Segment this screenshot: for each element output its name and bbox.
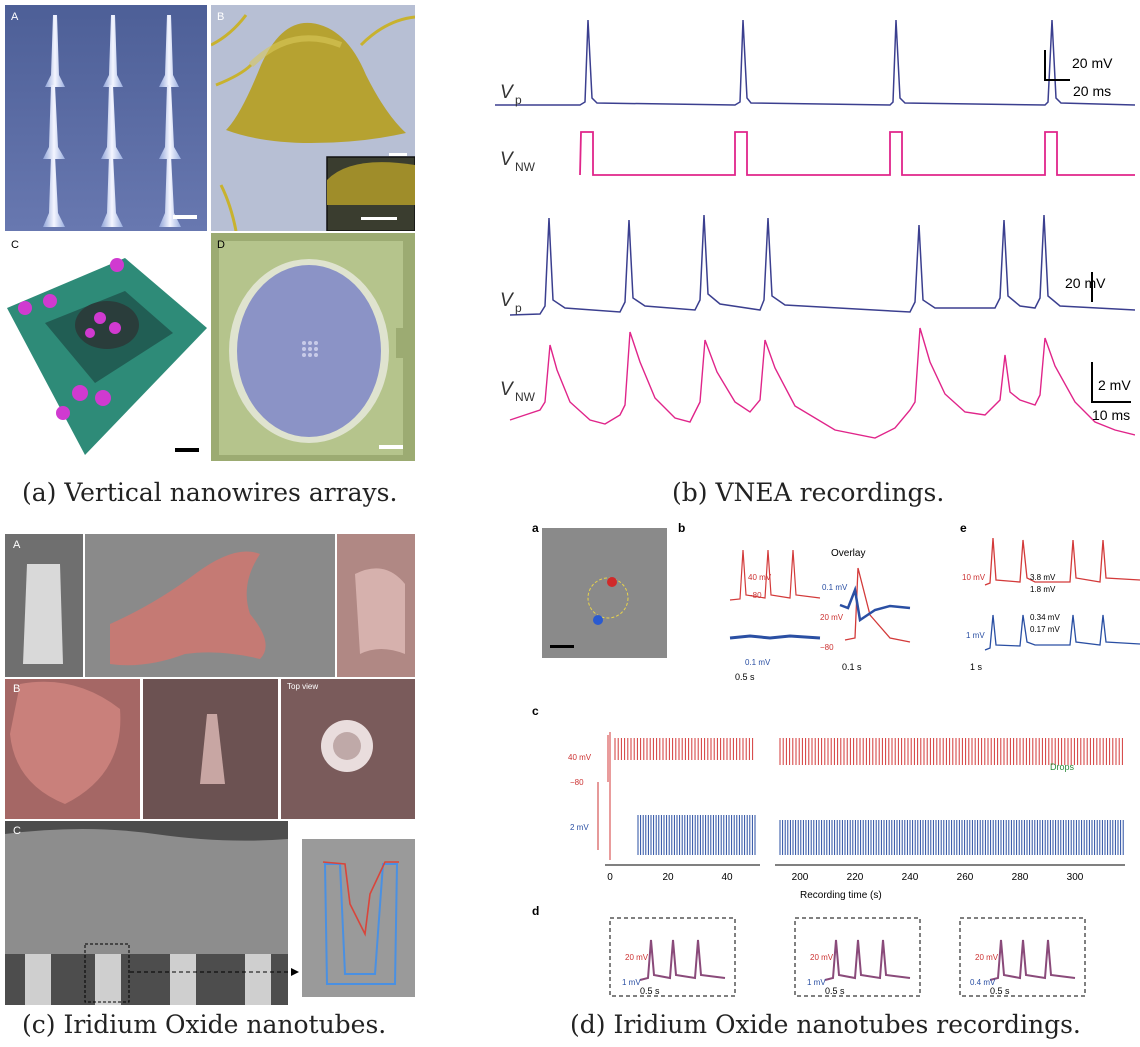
d-05s-2: 0.5 s bbox=[825, 986, 845, 996]
e-1s: 1 s bbox=[970, 662, 983, 672]
panel-a-label-c: C bbox=[11, 239, 19, 251]
xtick-300: 300 bbox=[1067, 872, 1084, 883]
d-1mv-2: 1 mV bbox=[807, 978, 826, 987]
xtick-40: 40 bbox=[721, 872, 733, 883]
e-18mv: 1.8 mV bbox=[1030, 585, 1056, 594]
e-38mv: 3.8 mV bbox=[1030, 573, 1056, 582]
caption-c: (c) Iridium Oxide nanotubes. bbox=[22, 1010, 387, 1039]
d-20mv-2: 20 mV bbox=[810, 953, 834, 962]
d-1mv-1: 1 mV bbox=[622, 978, 641, 987]
sem-nanowires-image: A bbox=[5, 5, 207, 231]
b-m80b: −80 bbox=[820, 643, 834, 652]
label-d-b: b bbox=[678, 521, 685, 535]
scale-top-v: 20 mV bbox=[1072, 55, 1113, 71]
vp-trace-mid bbox=[509, 214, 1135, 316]
e-017mv: 0.17 mV bbox=[1030, 625, 1060, 634]
sem-electrode-image: D bbox=[211, 233, 415, 461]
scale-mid-v: 20 mV bbox=[1065, 275, 1106, 291]
d-20mv-1: 20 mV bbox=[625, 953, 649, 962]
caption-d: (d) Iridium Oxide nanotubes recordings. bbox=[570, 1010, 1081, 1039]
d-inset-2: 20 mV 1 mV 0.5 s bbox=[794, 917, 921, 997]
scale-bot-t: 10 ms bbox=[1092, 407, 1130, 423]
b-m80: −80 bbox=[748, 591, 762, 600]
scale-bot-v: 2 mV bbox=[1098, 377, 1131, 393]
panel-a: A B C D bbox=[5, 5, 415, 461]
panel-c-label-c: C bbox=[13, 825, 21, 837]
vp-sub-mid: p bbox=[515, 301, 522, 315]
label-d-a: a bbox=[532, 521, 539, 535]
b-01s: 0.1 s bbox=[842, 662, 862, 672]
b-05s: 0.5 s bbox=[735, 672, 755, 682]
d-05s-3: 0.5 s bbox=[990, 986, 1010, 996]
c-wholecell-trace bbox=[607, 732, 611, 782]
label-d-c: c bbox=[532, 704, 539, 718]
vnw-sub-bottom: NW bbox=[515, 390, 536, 404]
xtick-220: 220 bbox=[847, 872, 864, 883]
caption-b: (b) VNEA recordings. bbox=[672, 478, 945, 507]
panel-a-label-d: D bbox=[217, 239, 225, 251]
panel-c-label-a: A bbox=[13, 539, 21, 551]
c-40mv: 40 mV bbox=[568, 753, 592, 762]
e-10mv: 10 mV bbox=[962, 573, 986, 582]
panel-b-traces: V p 20 mV 20 ms V NW V p 20 mV V NW 2 mV… bbox=[495, 19, 1135, 439]
vnw-label-bottom: V bbox=[500, 379, 515, 400]
b-40mv: 40 mV bbox=[748, 573, 772, 582]
vp-label-mid: V bbox=[500, 290, 515, 311]
scale-top-t: 20 ms bbox=[1073, 83, 1111, 99]
c-blue-spikes bbox=[637, 815, 1124, 855]
e-intracellular-trace bbox=[984, 614, 1140, 651]
sem-nanotube-images: A B C Top view bbox=[5, 534, 415, 1005]
b-overlay-blue bbox=[839, 585, 911, 623]
xtick-200: 200 bbox=[792, 872, 809, 883]
vnw-label-top: V bbox=[500, 149, 515, 170]
b-wholecell-trace bbox=[729, 549, 821, 601]
e-034mv: 0.34 mV bbox=[1030, 613, 1060, 622]
label-d-d: d bbox=[532, 904, 539, 918]
vp-sub-top: p bbox=[515, 93, 522, 107]
label-d-e: e bbox=[960, 521, 967, 535]
vnw-trace-bottom bbox=[509, 327, 1135, 439]
xtick-20: 20 bbox=[662, 872, 674, 883]
panel-a-label-a: A bbox=[11, 11, 19, 23]
panel-c-label-b: B bbox=[13, 683, 20, 695]
b-extracellular-trace bbox=[729, 634, 821, 640]
d-inset-3: 20 mV 0.4 mV 0.5 s bbox=[959, 917, 1086, 997]
b-overlay-red bbox=[844, 567, 911, 643]
sem-neuron-image: B bbox=[211, 5, 415, 231]
b-01mv2: 0.1 mV bbox=[822, 583, 848, 592]
d-05s-1: 0.5 s bbox=[640, 986, 660, 996]
top-view-label: Top view bbox=[287, 682, 318, 691]
c-m80: −80 bbox=[570, 778, 584, 787]
panel-c: A B C Top view bbox=[5, 534, 415, 1005]
caption-a: (a) Vertical nanowires arrays. bbox=[22, 478, 398, 507]
vnw-pulse-trace bbox=[579, 131, 1135, 176]
xtick-260: 260 bbox=[957, 872, 974, 883]
e-1mv: 1 mV bbox=[966, 631, 985, 640]
panel-d-figure: a b Overlay 40 mV −80 0.1 mV 0.5 s 0.1 m… bbox=[532, 521, 1140, 997]
render-3d-image: C bbox=[5, 233, 207, 461]
drops-label: Drops bbox=[1050, 762, 1075, 772]
e-wholecell-trace bbox=[984, 537, 1140, 586]
xtick-0: 0 bbox=[607, 872, 613, 883]
d-20mv-3: 20 mV bbox=[975, 953, 999, 962]
overlay-label: Overlay bbox=[831, 548, 865, 559]
c-xlabel: Recording time (s) bbox=[800, 890, 882, 901]
d-04mv-3: 0.4 mV bbox=[970, 978, 996, 987]
c-red-spikes bbox=[614, 738, 1123, 765]
xtick-280: 280 bbox=[1012, 872, 1029, 883]
b-01mv: 0.1 mV bbox=[745, 658, 771, 667]
vp-label-top: V bbox=[500, 82, 515, 103]
vnw-sub-top: NW bbox=[515, 160, 536, 174]
b-20mv: 20 mV bbox=[820, 613, 844, 622]
panel-a-label-b: B bbox=[217, 11, 224, 23]
c-2mv: 2 mV bbox=[570, 823, 589, 832]
d-inset-1: 20 mV 1 mV 0.5 s bbox=[609, 917, 736, 997]
vp-trace-top bbox=[495, 19, 1135, 106]
xtick-240: 240 bbox=[902, 872, 919, 883]
